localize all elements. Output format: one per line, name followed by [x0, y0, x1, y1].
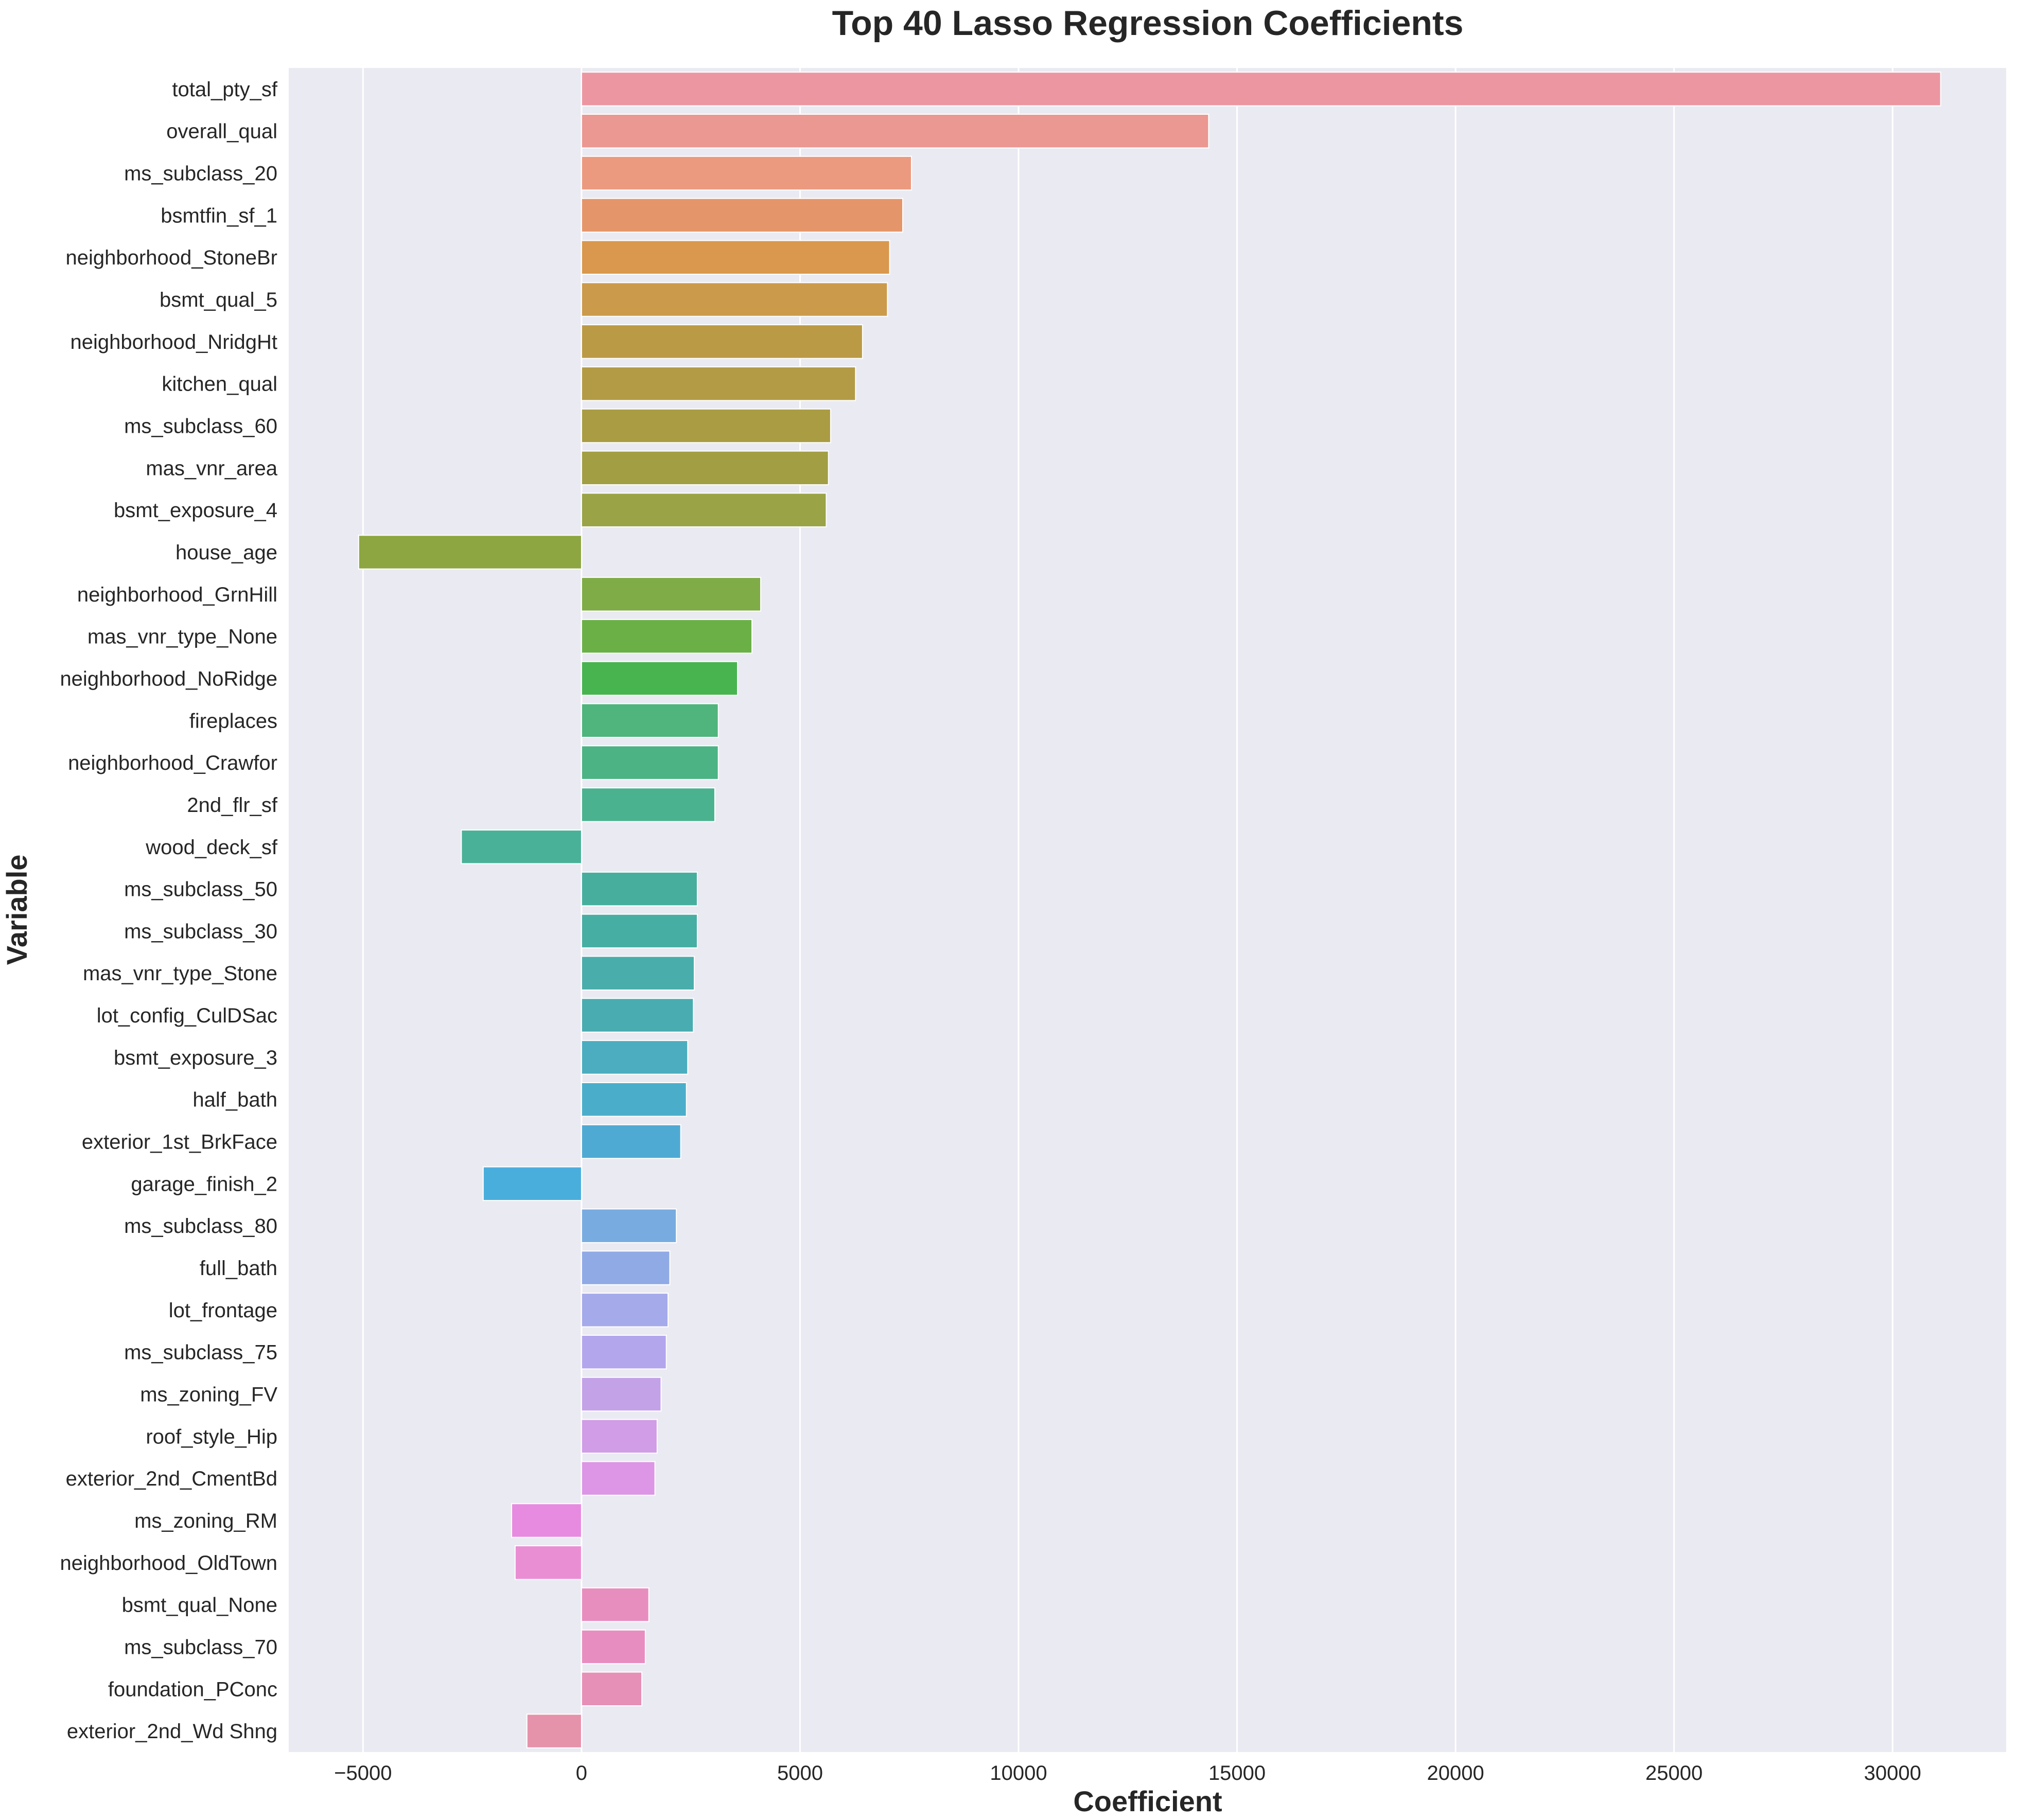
x-tick-label: −5000: [334, 1762, 392, 1784]
bar-neighborhood_Crawfor: [581, 745, 719, 780]
y-category-label: lot_config_CulDSac: [97, 1004, 277, 1027]
bar-exterior_2nd_CmentBd: [581, 1461, 656, 1496]
bar-lot_config_CulDSac: [581, 998, 694, 1033]
y-category-label: 2nd_flr_sf: [187, 794, 278, 817]
y-category-label: exterior_1st_BrkFace: [82, 1131, 277, 1154]
bar-ms_subclass_60: [581, 408, 831, 444]
y-category-label: neighborhood_StoneBr: [66, 246, 277, 269]
bar-bsmt_qual_5: [581, 282, 888, 317]
y-category-label: mas_vnr_area: [146, 457, 277, 480]
y-category-label: mas_vnr_type_Stone: [83, 962, 277, 985]
x-tick-label: 30000: [1864, 1762, 1921, 1784]
y-category-label: bsmt_exposure_3: [114, 1047, 277, 1069]
bar-half_bath: [581, 1082, 687, 1117]
y-category-label: ms_subclass_50: [124, 878, 277, 901]
bar-house_age: [358, 535, 582, 570]
bar-bsmt_exposure_3: [581, 1040, 689, 1075]
bar-exterior_2nd_Wd-Shng: [526, 1713, 582, 1748]
y-category-labels: total_pty_sf overall_qual ms_subclass_20bs…: [60, 78, 277, 1743]
bar-mas_vnr_type_None: [581, 619, 753, 654]
y-category-label: full_bath: [200, 1257, 277, 1280]
bar-foundation_PConc: [581, 1671, 643, 1706]
bar-garage_finish_2: [482, 1166, 582, 1201]
y-category-label: kitchen_qual: [162, 373, 277, 396]
bar-lot_frontage: [581, 1293, 669, 1328]
y-category-label: ms_subclass_20: [124, 163, 277, 185]
y-category-label: neighborhood_NoRidge: [60, 667, 277, 690]
bar-ms_subclass_80: [581, 1208, 677, 1243]
y-category-label: garage_finish_2: [131, 1173, 277, 1195]
y-category-label: ms_subclass_70: [124, 1636, 277, 1658]
bar-wood_deck_sf: [461, 829, 582, 864]
plot-area: [289, 68, 2006, 1752]
x-tick-label: 10000: [990, 1762, 1047, 1784]
y-category-label: roof_style_Hip: [146, 1425, 277, 1448]
bar-2nd_flr_sf: [581, 787, 715, 822]
x-axis-label: Coefficient: [1073, 1785, 1222, 1817]
bar-ms_subclass_70: [581, 1629, 646, 1665]
bar-fireplaces: [581, 703, 719, 738]
x-tick-label: 15000: [1208, 1762, 1266, 1784]
y-category-label: ms_subclass_30: [124, 920, 277, 943]
y-category-label: neighborhood_GrnHill: [77, 584, 277, 606]
bar-mas_vnr_area: [581, 450, 829, 486]
bar-roof_style_Hip: [581, 1419, 658, 1454]
y-category-label: ms_subclass_80: [124, 1215, 277, 1238]
chart-title: Top 40 Lasso Regression Coefficients: [832, 4, 1464, 43]
bar-full_bath: [581, 1250, 671, 1285]
y-category-label: overall_qual: [166, 120, 277, 143]
bar-neighborhood_NridgHt: [581, 324, 863, 359]
bar-ms_subclass_50: [581, 871, 698, 907]
y-category-label: neighborhood_OldTown: [60, 1552, 277, 1575]
y-category-label: mas_vnr_type_None: [87, 626, 277, 648]
bar-ms_subclass_20: [581, 155, 912, 191]
bar-neighborhood_StoneBr: [581, 240, 890, 275]
y-category-label: ms_zoning_RM: [134, 1510, 277, 1532]
y-category-label: ms_subclass_75: [124, 1341, 277, 1364]
bar-ms_subclass_75: [581, 1334, 667, 1370]
bar-ms_zoning_FV: [581, 1376, 662, 1412]
bar-neighborhood_NoRidge: [581, 661, 739, 696]
bar-ms_zoning_RM: [511, 1503, 582, 1538]
y-category-label: bsmtfin_sf_1: [161, 204, 277, 227]
y-category-label: lot_frontage: [169, 1299, 277, 1322]
x-tick-label: 5000: [777, 1762, 823, 1784]
y-category-label: bsmt_qual_None: [122, 1594, 277, 1617]
bar-neighborhood_GrnHill: [581, 577, 762, 612]
x-tick-labels: −5000 0 5000 10000 15000 20000 25000 30000: [334, 1762, 1921, 1784]
y-category-label: ms_subclass_60: [124, 415, 277, 438]
x-tick-label: 20000: [1427, 1762, 1484, 1784]
y-category-label: ms_zoning_FV: [140, 1383, 277, 1406]
bar-bsmt_qual_None: [581, 1587, 650, 1622]
bar-kitchen_qual: [581, 366, 856, 401]
y-category-label: neighborhood_Crawfor: [68, 752, 277, 774]
y-category-label: house_age: [176, 541, 277, 564]
bar-mas_vnr_type_Stone: [581, 956, 695, 991]
x-tick-label: 0: [576, 1762, 587, 1784]
y-category-label: total_pty_sf: [172, 78, 277, 101]
bars: [358, 72, 1941, 1748]
bar-neighborhood_OldTown: [514, 1545, 582, 1580]
bar-bsmt_exposure_4: [581, 492, 827, 527]
y-category-label: bsmt_qual_5: [160, 289, 277, 311]
y-category-label: foundation_PConc: [108, 1678, 277, 1701]
y-category-label: fireplaces: [189, 710, 277, 732]
bar-exterior_1st_BrkFace: [581, 1124, 681, 1159]
bar-ms_subclass_30: [581, 913, 698, 949]
x-tick-label: 25000: [1645, 1762, 1703, 1784]
y-axis-label: Variable: [1, 855, 33, 965]
y-category-label: half_bath: [192, 1089, 277, 1111]
y-category-label: exterior_2nd_CmentBd: [66, 1468, 277, 1490]
y-category-label: exterior_2nd_Wd Shng: [67, 1720, 277, 1743]
bar-bsmtfin_sf_1: [581, 198, 903, 233]
bar-overall_qual: [581, 114, 1209, 149]
bar-total_pty_sf: [581, 72, 1941, 107]
y-category-label: bsmt_exposure_4: [114, 499, 277, 522]
y-category-label: neighborhood_NridgHt: [71, 331, 278, 354]
y-category-label: wood_deck_sf: [145, 836, 278, 859]
